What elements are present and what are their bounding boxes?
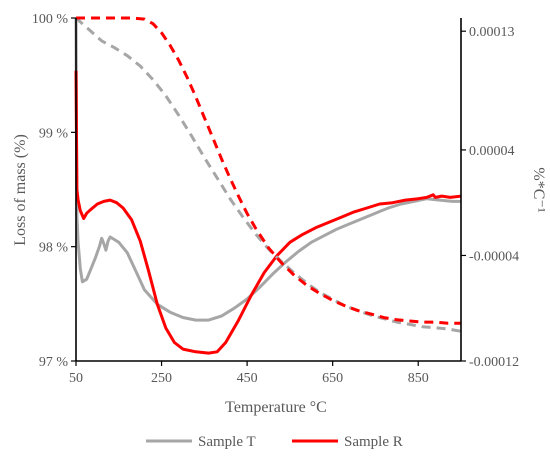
- y-right-tick-label: 0.00013: [469, 25, 515, 40]
- y-right-tick-label: -0.00004: [469, 249, 519, 264]
- legend-label-sample-t: Sample T: [198, 434, 256, 450]
- series-line-sample-r-derivative: [74, 70, 462, 355]
- x-tick-label: 50: [69, 371, 83, 386]
- x-tick-label: 450: [237, 371, 258, 386]
- x-tick-label: 650: [322, 371, 343, 386]
- x-tick-label: 850: [408, 371, 429, 386]
- y-right-tick-label: 0.00004: [469, 144, 515, 159]
- series-line-sample-t-derivative: [74, 17, 461, 322]
- legend: Sample T Sample R: [146, 434, 403, 450]
- x-tick-label: 250: [151, 371, 172, 386]
- series-line-sample-t-mass: [75, 16, 462, 333]
- series-layer: [74, 16, 462, 355]
- x-axis-title: Temperature °C: [225, 399, 327, 416]
- y-left-tick-label: 98 %: [39, 241, 69, 256]
- y-left-axis-title: Loss of mass (%): [12, 134, 29, 246]
- y-left-tick-label: 99 %: [39, 126, 69, 141]
- y-left-tick-label: 100 %: [32, 12, 69, 27]
- y-left-tick-label: 97 %: [39, 355, 69, 370]
- y-right-tick-label: -0.00012: [469, 355, 519, 370]
- legend-label-sample-r: Sample R: [344, 434, 403, 450]
- y-right-axis-title: %*C⁻¹: [530, 167, 547, 212]
- axes-layer: [75, 18, 462, 362]
- ticks-layer: 50 250 450 650 850 97 % 98 % 99 % 100 % -0.00012 -…: [32, 12, 519, 386]
